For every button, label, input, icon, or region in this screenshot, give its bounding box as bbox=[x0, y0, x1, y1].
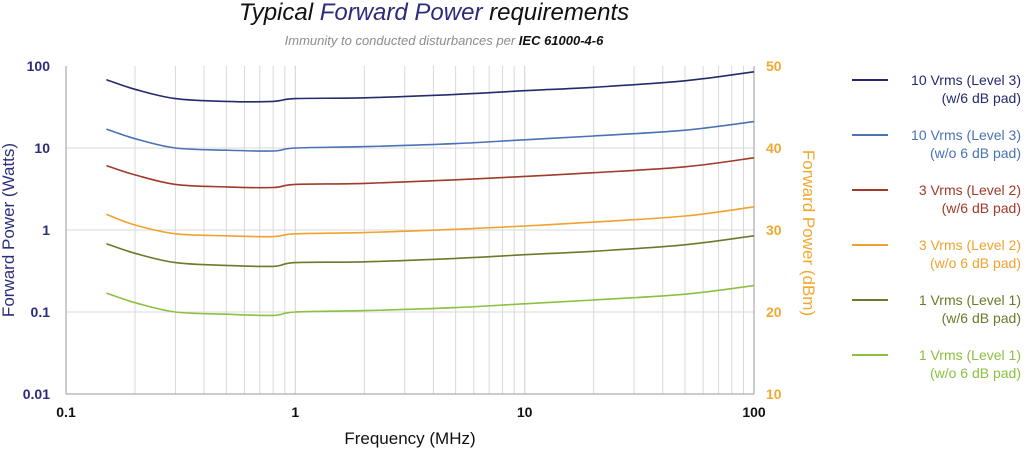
legend-label-line1: 3 Vrms (Level 2) bbox=[919, 237, 1021, 253]
legend-label-line1: 10 Vrms (Level 3) bbox=[911, 127, 1021, 143]
y-left-tick-label: 10 bbox=[34, 140, 50, 156]
chart-title: Typical Forward Power requirements bbox=[239, 0, 629, 26]
legend-label-line2: (w/6 dB pad) bbox=[942, 90, 1021, 106]
legend-label-line2: (w/6 dB pad) bbox=[942, 200, 1021, 216]
subtitle-prefix: Immunity to conducted disturbances per bbox=[285, 33, 519, 48]
series-line-1 bbox=[106, 71, 755, 103]
y-left-tick-label: 0.1 bbox=[31, 304, 51, 320]
legend: 10 Vrms (Level 3)(w/6 dB pad)10 Vrms (Le… bbox=[852, 72, 1021, 381]
x-tick-label: 0.1 bbox=[56, 404, 76, 420]
series-lines bbox=[106, 71, 755, 317]
series-line-6 bbox=[106, 284, 755, 317]
title-part-1: Typical bbox=[239, 0, 320, 26]
series-line-2 bbox=[106, 120, 755, 152]
y-right-tick-label: 50 bbox=[766, 58, 782, 74]
legend-item-1: 10 Vrms (Level 3) (w/6 dB pad) bbox=[852, 72, 1021, 106]
series-line-3 bbox=[106, 157, 755, 189]
x-tick-label: 100 bbox=[742, 404, 766, 420]
legend-item-3: 3 Vrms (Level 2) (w/6 dB pad) bbox=[852, 182, 1021, 216]
legend-label-line1: 3 Vrms (Level 2) bbox=[919, 182, 1021, 198]
legend-label-line2: (w/o 6 dB pad) bbox=[930, 255, 1021, 271]
legend-label-line1: 10 Vrms (Level 3) bbox=[911, 72, 1021, 88]
y-left-tick-label: 1 bbox=[42, 222, 50, 238]
legend-label-line2: (w/6 dB pad) bbox=[942, 310, 1021, 326]
series-line-5 bbox=[106, 235, 755, 268]
right-axis-label: Forward Power (dBm) bbox=[799, 150, 818, 316]
left-axis-label: Forward Power (Watts) bbox=[0, 143, 18, 317]
y-left-tick-label: 100 bbox=[27, 58, 51, 74]
legend-item-5: 1 Vrms (Level 1) (w/6 dB pad) bbox=[852, 292, 1021, 326]
y-right-tick-label: 30 bbox=[766, 222, 782, 238]
x-axis-ticks: 0.1 1 10 100 bbox=[56, 404, 766, 420]
subtitle-standard: IEC 61000-4-6 bbox=[519, 33, 604, 48]
x-axis-label: Frequency (MHz) bbox=[344, 429, 475, 448]
legend-item-6: 1 Vrms (Level 1) (w/o 6 dB pad) bbox=[852, 347, 1021, 381]
legend-item-4: 3 Vrms (Level 2) (w/o 6 dB pad) bbox=[852, 237, 1021, 271]
legend-label-line2: (w/o 6 dB pad) bbox=[930, 365, 1021, 381]
right-axis-ticks: 10 20 30 40 50 bbox=[766, 58, 782, 402]
y-left-tick-label: 0.01 bbox=[23, 386, 50, 402]
legend-label-line1: 1 Vrms (Level 1) bbox=[919, 292, 1021, 308]
chart-subtitle: Immunity to conducted disturbances per I… bbox=[285, 33, 604, 48]
series-line-4 bbox=[106, 206, 755, 238]
left-axis-ticks: 0.01 0.1 1 10 100 bbox=[23, 58, 50, 402]
title-part-2: Forward Power bbox=[320, 0, 484, 26]
grid-lines bbox=[65, 66, 755, 394]
y-right-tick-label: 20 bbox=[766, 304, 782, 320]
y-right-tick-label: 10 bbox=[766, 386, 782, 402]
x-tick-label: 10 bbox=[517, 404, 533, 420]
y-right-tick-label: 40 bbox=[766, 140, 782, 156]
legend-item-2: 10 Vrms (Level 3) (w/o 6 dB pad) bbox=[852, 127, 1021, 161]
legend-label-line1: 1 Vrms (Level 1) bbox=[919, 347, 1021, 363]
legend-label-line2: (w/o 6 dB pad) bbox=[930, 145, 1021, 161]
title-part-3: requirements bbox=[482, 0, 629, 26]
x-tick-label: 1 bbox=[291, 404, 299, 420]
plot-frame bbox=[65, 66, 755, 395]
